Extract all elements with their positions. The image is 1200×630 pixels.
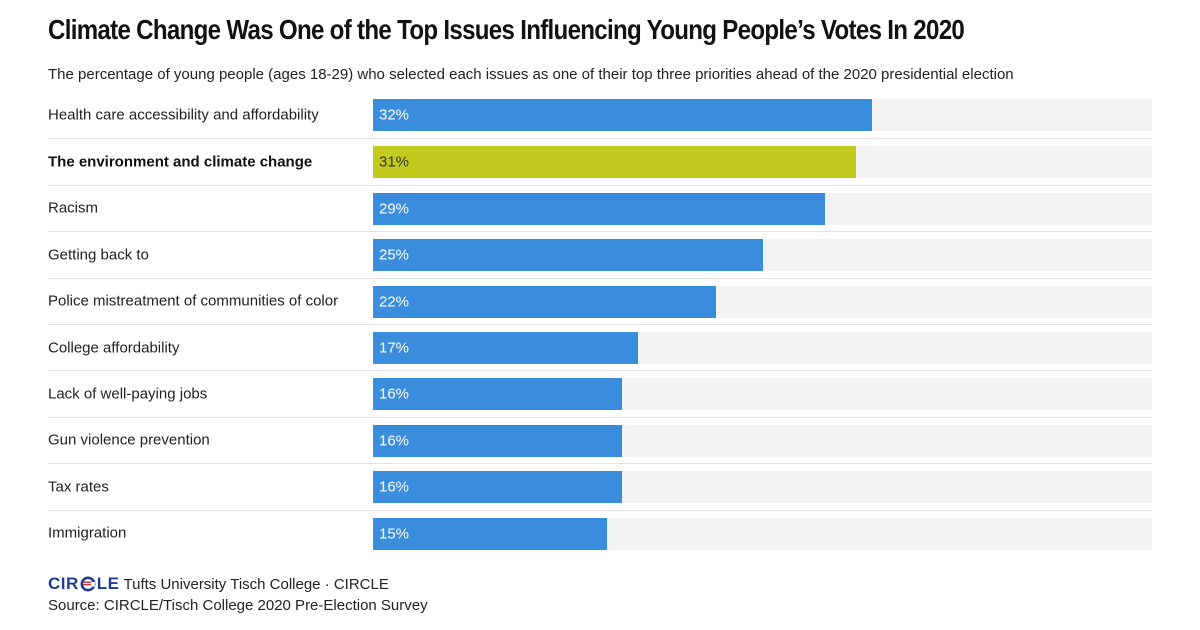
- chart-row: Lack of well-paying jobs 16%: [48, 370, 1152, 416]
- bar-value-label: 17%: [379, 339, 410, 357]
- bar-chart: Health care accessibility and affordabil…: [48, 92, 1152, 556]
- bar: 29%: [373, 192, 825, 225]
- category-label: The environment and climate change: [48, 153, 313, 171]
- chart-row: Immigration 15%: [48, 509, 1152, 556]
- chart-row: Police mistreatment of communities of co…: [48, 277, 1152, 324]
- chart-row: Racism 29%: [48, 184, 1152, 231]
- bar-value-label: 16%: [379, 478, 410, 496]
- bar: 16%: [373, 378, 623, 411]
- bar-track: 16%: [373, 471, 1152, 504]
- category-label: Racism: [48, 199, 99, 217]
- chart-row: Tax rates 16%: [48, 463, 1152, 509]
- bar: 17%: [373, 331, 638, 364]
- bar-track: 16%: [373, 378, 1152, 411]
- bar-track: 16%: [373, 424, 1152, 457]
- footer-source: Source: CIRCLE/Tisch College 2020 Pre-El…: [48, 597, 428, 614]
- category-label: Gun violence prevention: [48, 431, 210, 449]
- category-label: Police mistreatment of communities of co…: [48, 292, 339, 310]
- bar-track: 25%: [373, 239, 1152, 272]
- bar-value-label: 22%: [379, 293, 410, 311]
- chart-subtitle: The percentage of young people (ages 18-…: [48, 66, 1014, 83]
- category-label: Health care accessibility and affordabil…: [48, 106, 319, 124]
- bar: 16%: [373, 424, 623, 457]
- footer-brand: CIR LE Tufts University Tisch College · …: [48, 574, 389, 594]
- bar-track: 22%: [373, 285, 1152, 318]
- logo-text-left: CIR: [48, 574, 79, 593]
- chart-row: Getting back to 25%: [48, 231, 1152, 277]
- chart-row: Health care accessibility and affordabil…: [48, 92, 1152, 138]
- chart-row: College affordability 17%: [48, 323, 1152, 370]
- bar-track: 32%: [373, 99, 1152, 131]
- category-label: Lack of well-paying jobs: [48, 385, 208, 403]
- bar-value-label: 25%: [379, 246, 410, 264]
- bar: 16%: [373, 471, 623, 504]
- bar-value-label: 32%: [379, 106, 410, 124]
- bar-track: 29%: [373, 192, 1152, 225]
- bar: 22%: [373, 285, 716, 318]
- category-label: Tax rates: [48, 478, 109, 496]
- logo-text-right: LE: [96, 574, 120, 593]
- category-label: College affordability: [48, 339, 180, 357]
- chart-row: Gun violence prevention 16%: [48, 416, 1152, 463]
- bar-track: 31%: [373, 146, 1152, 179]
- bar: 25%: [373, 239, 763, 272]
- bar: 15%: [373, 517, 607, 550]
- bar-track: 17%: [373, 331, 1152, 364]
- bar-value-label: 16%: [379, 432, 410, 450]
- bar-value-label: 15%: [379, 525, 410, 543]
- bar-track: 15%: [373, 517, 1152, 550]
- footer-credit: Tufts University Tisch College · CIRCLE: [123, 575, 389, 593]
- bar-value-label: 16%: [379, 385, 410, 403]
- category-label: Getting back to: [48, 246, 149, 264]
- circle-logo: CIR LE: [48, 574, 120, 594]
- logo-mark-icon: [80, 576, 96, 592]
- bar: 31%: [373, 146, 856, 179]
- category-label: Immigration: [48, 524, 127, 542]
- chart-row: The environment and climate change 31%: [48, 138, 1152, 184]
- chart-title: Climate Change Was One of the Top Issues…: [48, 14, 965, 45]
- bar: 32%: [373, 99, 872, 131]
- bar-value-label: 29%: [379, 200, 410, 218]
- bar-value-label: 31%: [379, 153, 410, 171]
